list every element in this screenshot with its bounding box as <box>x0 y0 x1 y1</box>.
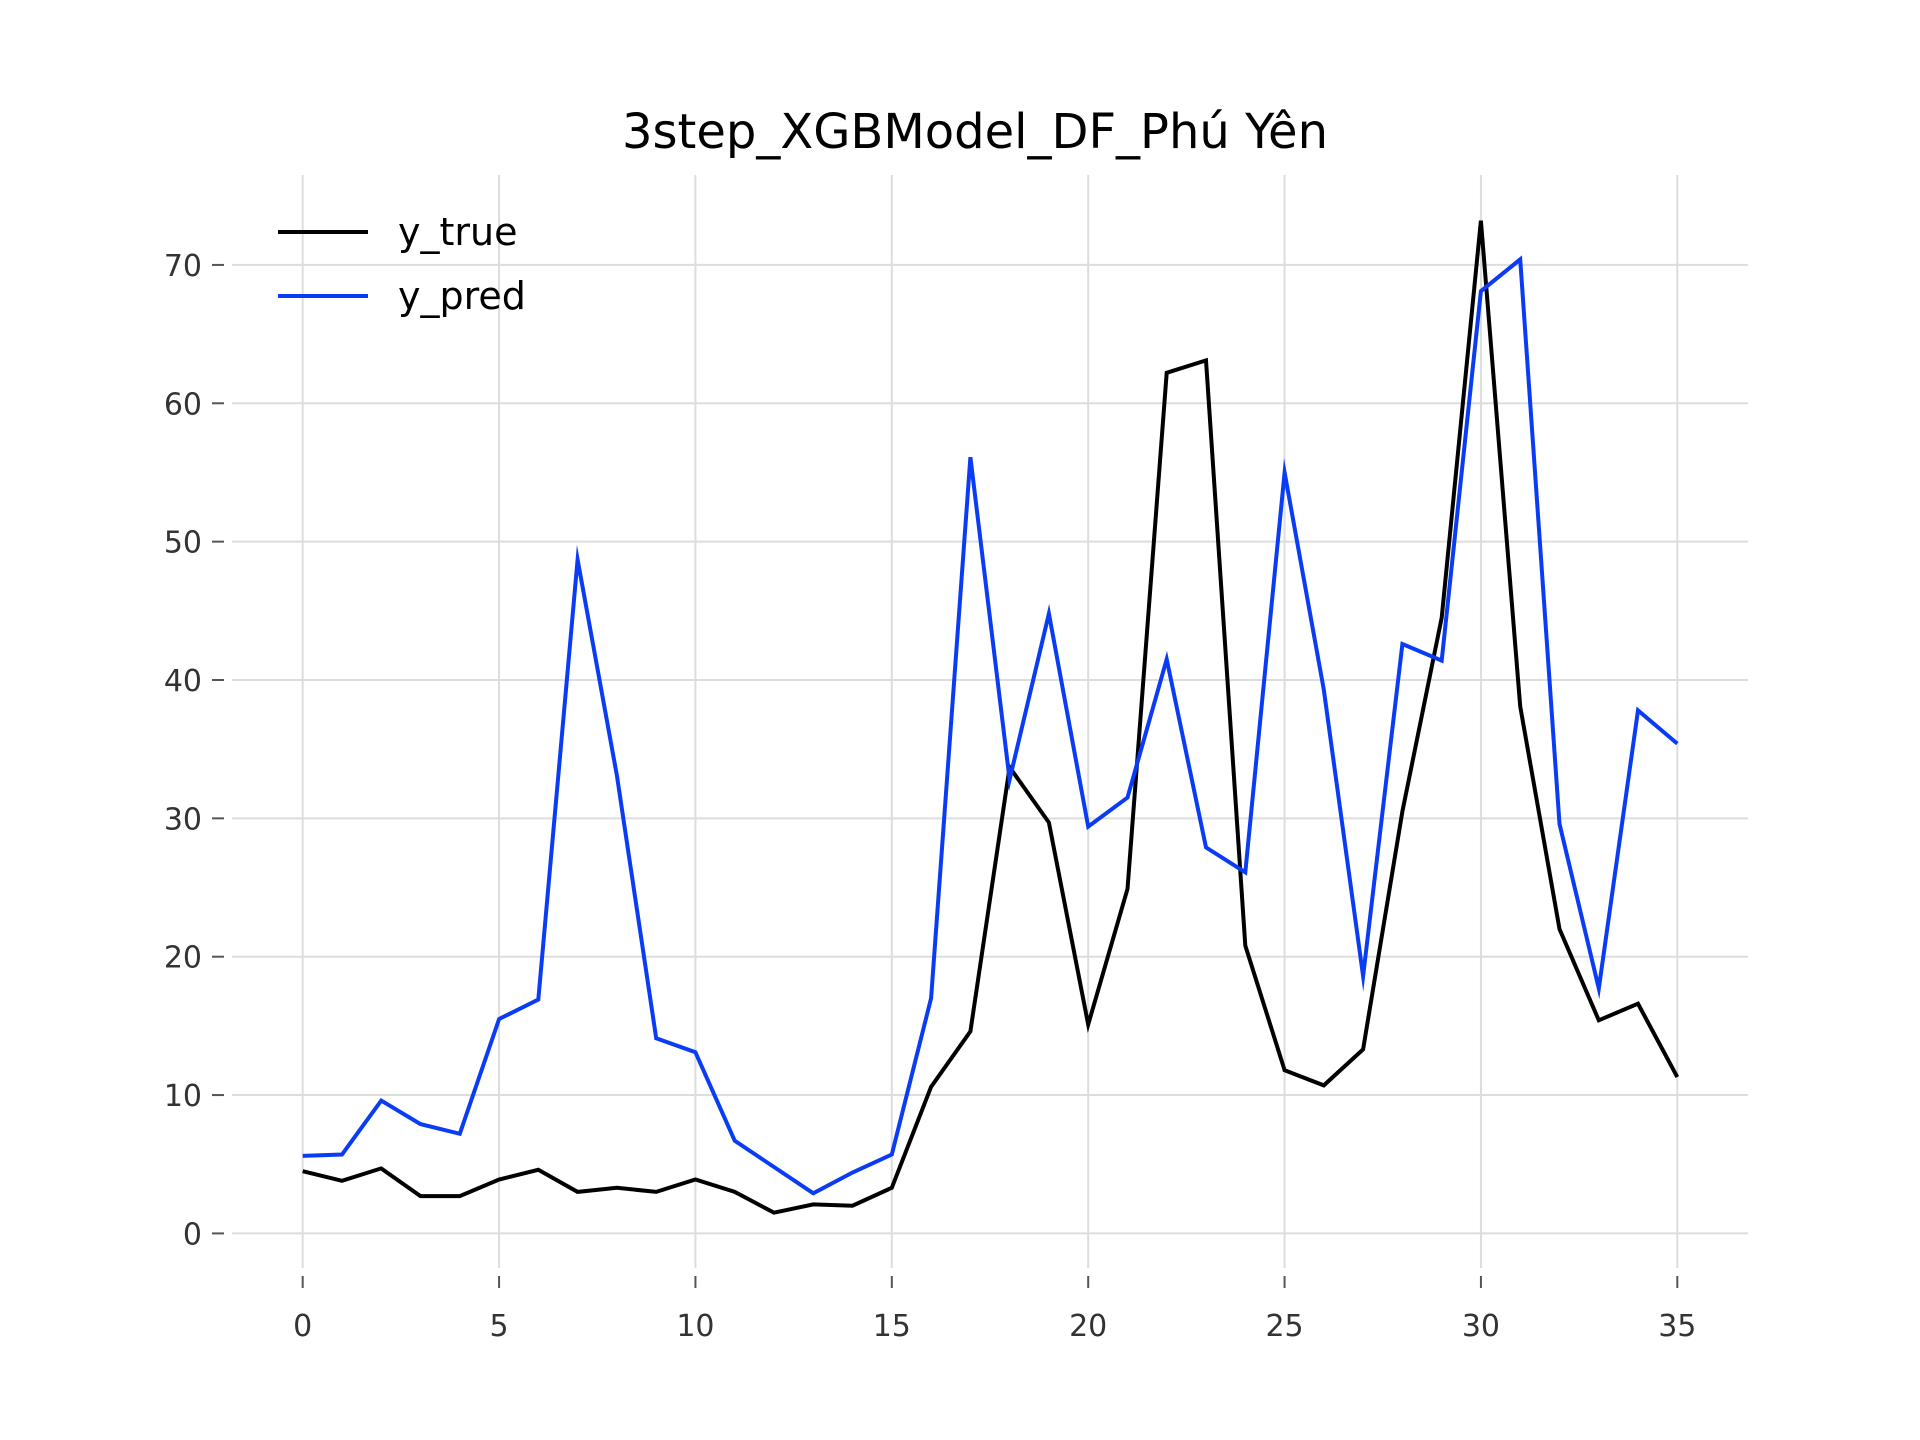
x-tick-label: 20 <box>1069 1309 1107 1344</box>
y-tick-label: 50 <box>164 526 202 561</box>
y-tick-label: 70 <box>164 249 202 284</box>
series-line-y-true <box>302 220 1680 1215</box>
x-tick-label: 10 <box>676 1309 714 1344</box>
x-tick-label: 35 <box>1658 1309 1696 1344</box>
chart-title: 3step_XGBModel_DF_Phú Yên <box>622 104 1328 160</box>
x-tick-label: 25 <box>1265 1309 1303 1344</box>
x-tick-label: 15 <box>873 1309 911 1344</box>
y-tick-label: 60 <box>164 387 202 422</box>
grid-lines <box>232 175 1748 1268</box>
series-line-y-pred <box>302 255 1679 1196</box>
legend: y_true y_pred <box>278 210 526 318</box>
y-tick-label: 10 <box>164 1079 202 1114</box>
y-tick-label: 0 <box>183 1217 202 1252</box>
x-tick-label: 30 <box>1462 1309 1500 1344</box>
axis-ticks: 0 5 10 15 20 25 30 35 0 10 20 30 40 50 60 70 <box>164 249 1697 1344</box>
x-tick-label: 5 <box>490 1309 509 1344</box>
series-lines <box>302 220 1680 1215</box>
legend-label-y-true: y_true <box>398 210 517 254</box>
y-tick-label: 30 <box>164 802 202 837</box>
y-tick-label: 40 <box>164 664 202 699</box>
legend-label-y-pred: y_pred <box>398 274 526 318</box>
y-tick-label: 20 <box>164 941 202 976</box>
x-tick-label: 0 <box>293 1309 312 1344</box>
